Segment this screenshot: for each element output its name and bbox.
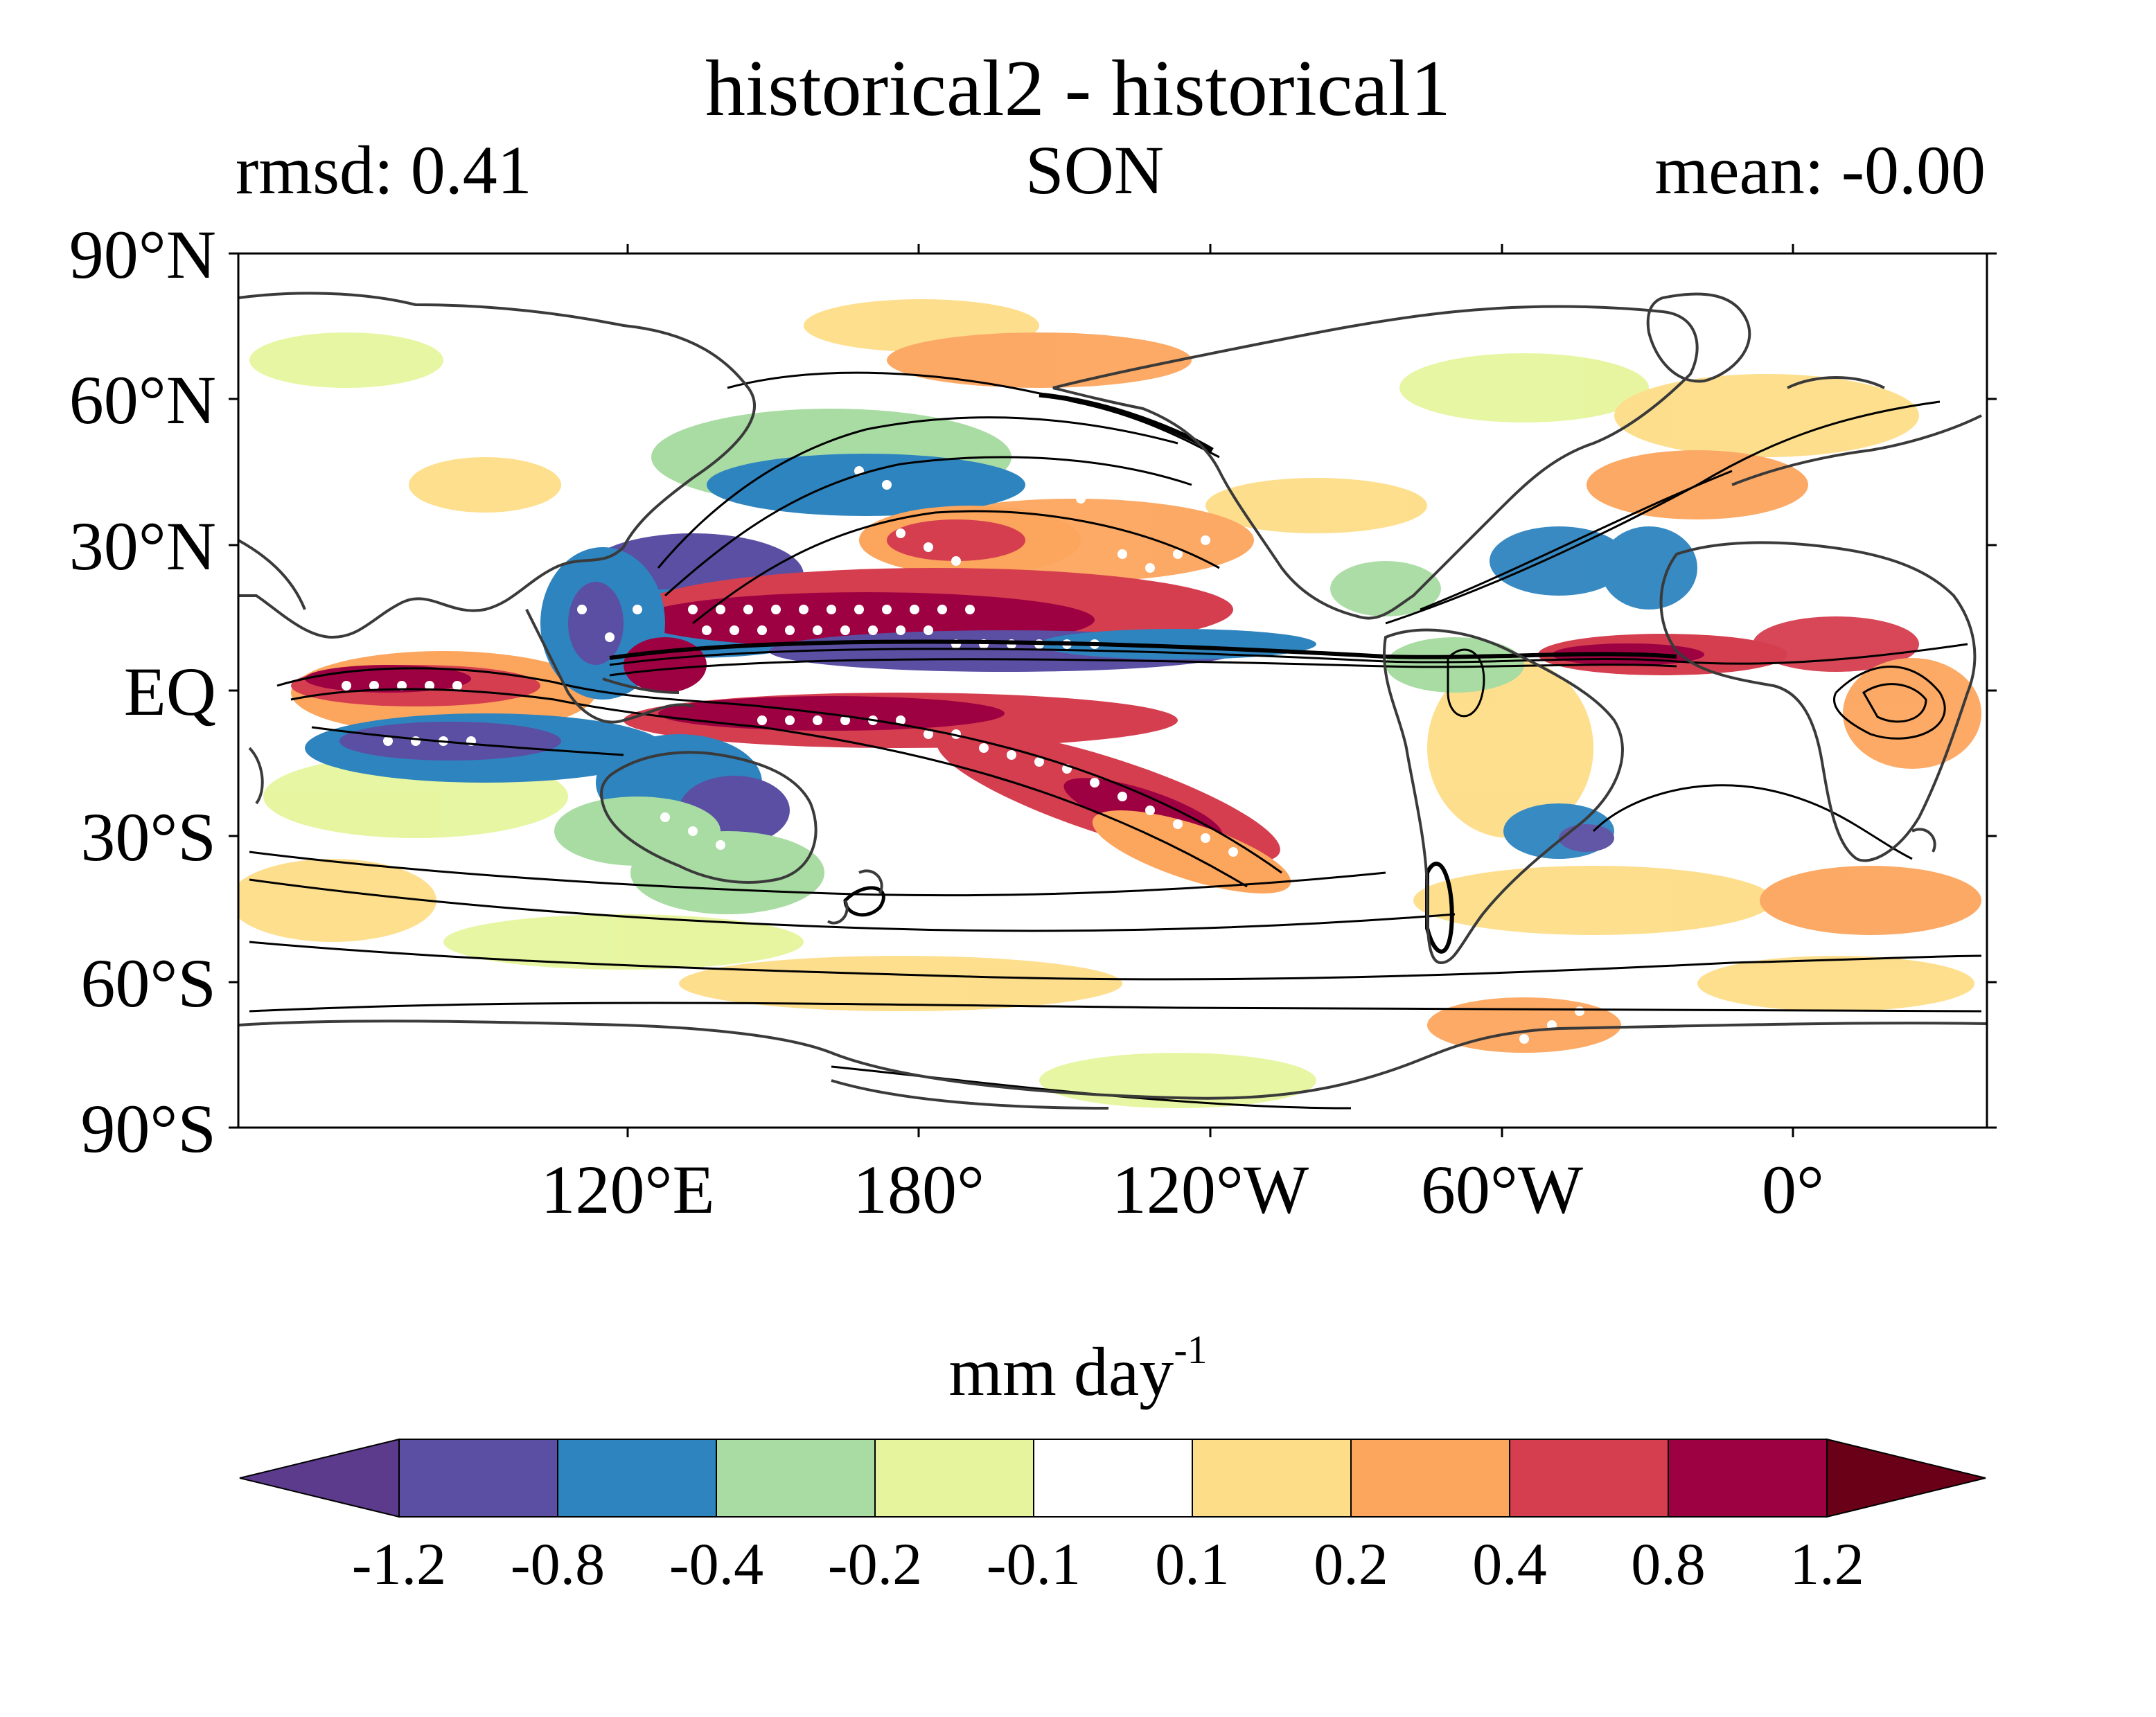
lon-tick-120w: 120°W xyxy=(1111,1151,1309,1228)
colorbar-bin-3 xyxy=(716,1439,876,1518)
colorbar-bin-5 xyxy=(1033,1439,1193,1518)
lat-tick-90n: 90°N xyxy=(69,216,216,293)
units-exponent: -1 xyxy=(1174,1327,1208,1372)
weak-anomaly-patches xyxy=(238,299,1981,1108)
units-main: mm day xyxy=(948,1333,1174,1410)
colorbar-label: -0.2 xyxy=(827,1531,923,1597)
colorbar-label: 0.1 xyxy=(1155,1531,1230,1597)
lat-tick-60n: 60°N xyxy=(69,362,216,438)
colorbar-label: 0.2 xyxy=(1314,1531,1388,1597)
coastlines xyxy=(238,292,1987,1110)
colorbar-bin-6 xyxy=(1192,1439,1352,1518)
plot-title: historical2 - historical1 xyxy=(705,44,1451,133)
colorbar-label: -0.4 xyxy=(669,1531,764,1597)
mean-label: mean: -0.00 xyxy=(1654,132,1986,208)
colorbar-label: 1.2 xyxy=(1790,1531,1864,1597)
colorbar-label: -0.8 xyxy=(510,1531,606,1597)
colorbar-label: 0.8 xyxy=(1631,1531,1706,1597)
lat-tick-60s: 60°S xyxy=(80,945,216,1022)
season-label: SON xyxy=(1025,132,1165,208)
lon-tick-120e: 120°E xyxy=(540,1151,715,1228)
colorbar-units: mm day-1 xyxy=(0,1330,2156,1407)
colorbar-extend-high xyxy=(1826,1438,1986,1518)
colorbar-bin-4 xyxy=(874,1439,1034,1518)
lat-tick-30n: 30°N xyxy=(69,508,216,585)
rmsd-label: rmsd: 0.41 xyxy=(236,132,532,208)
significance-stippling xyxy=(342,466,1584,1044)
colorbar-label: -0.1 xyxy=(986,1531,1081,1597)
lat-tick-90s: 90°S xyxy=(80,1090,216,1167)
mean-precip-contours xyxy=(249,371,1982,1110)
colorbar-bin-8 xyxy=(1509,1439,1669,1518)
colorbar xyxy=(239,1438,1986,1518)
lat-tick-eq: EQ xyxy=(123,653,216,730)
colorbar-bin-2 xyxy=(557,1439,717,1518)
colorbar-bin-7 xyxy=(1350,1439,1510,1518)
indian-ocean-anomalies xyxy=(291,547,824,914)
colorbar-extend-low xyxy=(239,1438,400,1518)
axis-ticks xyxy=(229,244,1997,1137)
lon-tick-60w: 60°W xyxy=(1420,1151,1584,1228)
colorbar-bin-9 xyxy=(1668,1439,1828,1518)
colorbar-label: -1.2 xyxy=(351,1531,447,1597)
precip-anomaly-field xyxy=(238,253,1987,1128)
lon-tick-0: 0° xyxy=(1762,1151,1824,1228)
lat-tick-30s: 30°S xyxy=(80,799,216,875)
lon-tick-180: 180° xyxy=(853,1151,984,1228)
colorbar-label: 0.4 xyxy=(1472,1531,1547,1597)
colorbar-bin-1 xyxy=(398,1439,558,1518)
